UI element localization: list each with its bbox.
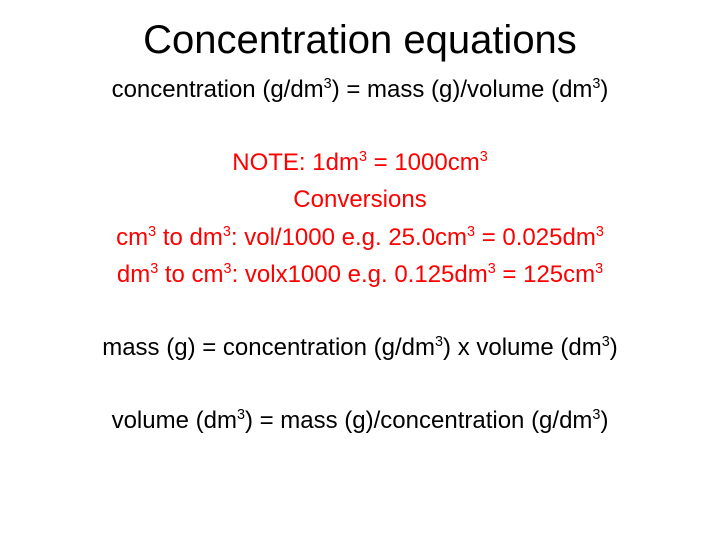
text-line-7: mass (g) = concentration (g/dm3) x volum… [30,329,690,366]
text-line-3: Conversions [30,181,690,218]
text-line-5: dm3 to cm3: volx1000 e.g. 0.125dm3 = 125… [30,256,690,293]
slide: Concentration equations concentration (g… [0,0,720,540]
text-line-4: cm3 to dm3: vol/1000 e.g. 25.0cm3 = 0.02… [30,219,690,256]
blank-line [30,366,690,402]
blank-line [30,293,690,329]
slide-body: concentration (g/dm3) = mass (g)/volume … [30,71,690,439]
blank-line [30,108,690,144]
slide-title: Concentration equations [30,18,690,63]
text-line-9: volume (dm3) = mass (g)/concentration (g… [30,402,690,439]
text-line-2: NOTE: 1dm3 = 1000cm3 [30,144,690,181]
text-line-0: concentration (g/dm3) = mass (g)/volume … [30,71,690,108]
